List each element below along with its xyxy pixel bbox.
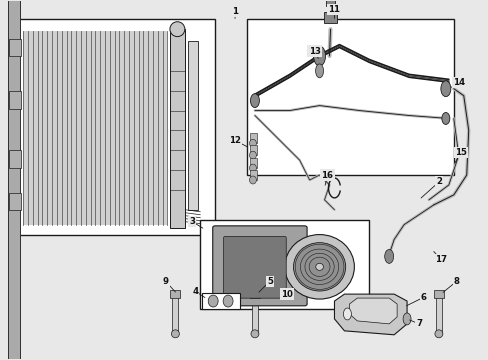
Ellipse shape	[249, 139, 256, 147]
Bar	[23, 31, 167, 225]
Bar	[251, 294, 257, 334]
Text: 16: 16	[321, 171, 333, 180]
Bar	[8, 0, 20, 360]
Bar	[202, 293, 240, 309]
Bar	[249, 145, 256, 155]
Bar	[435, 294, 441, 334]
Text: 5: 5	[266, 277, 272, 286]
Ellipse shape	[293, 243, 345, 291]
Text: 11: 11	[328, 5, 340, 14]
Text: 4: 4	[192, 287, 198, 296]
Polygon shape	[334, 294, 406, 335]
Text: 13: 13	[308, 46, 320, 55]
Bar	[323, 12, 337, 23]
Text: 14: 14	[452, 78, 464, 87]
Ellipse shape	[249, 151, 256, 159]
Bar	[9, 150, 21, 168]
Bar	[13, 19, 215, 235]
Bar	[249, 133, 256, 143]
Bar	[249, 170, 256, 180]
Ellipse shape	[284, 235, 354, 299]
Ellipse shape	[441, 113, 449, 125]
Ellipse shape	[343, 308, 351, 320]
Ellipse shape	[171, 330, 179, 338]
Ellipse shape	[440, 81, 450, 96]
Bar	[172, 294, 178, 334]
Bar	[8, 0, 20, 360]
Bar	[200, 220, 368, 309]
Text: 15: 15	[454, 148, 466, 157]
Text: 9: 9	[162, 277, 168, 286]
Bar	[325, 0, 335, 6]
Bar	[170, 29, 185, 228]
Bar	[249, 158, 256, 168]
Bar	[9, 91, 21, 109]
Bar	[188, 41, 198, 210]
Ellipse shape	[223, 295, 233, 307]
Ellipse shape	[249, 176, 256, 184]
FancyBboxPatch shape	[212, 226, 306, 306]
Ellipse shape	[402, 313, 410, 325]
Text: 8: 8	[453, 277, 459, 286]
Ellipse shape	[208, 295, 218, 307]
Bar	[8, 0, 20, 360]
Bar	[249, 290, 260, 298]
Text: 1: 1	[232, 7, 238, 16]
Ellipse shape	[250, 330, 258, 338]
Text: 6: 6	[420, 293, 426, 302]
Ellipse shape	[315, 263, 323, 270]
Ellipse shape	[313, 46, 325, 66]
Text: 2: 2	[435, 177, 441, 186]
FancyBboxPatch shape	[223, 237, 285, 298]
Ellipse shape	[384, 249, 393, 264]
Text: 12: 12	[228, 136, 241, 145]
Text: 3: 3	[189, 217, 195, 226]
Bar	[433, 290, 443, 298]
Bar	[246, 19, 453, 175]
Text: 10: 10	[280, 289, 292, 298]
Ellipse shape	[249, 164, 256, 172]
Bar	[8, 0, 20, 360]
Text: 7: 7	[415, 319, 421, 328]
Ellipse shape	[169, 22, 184, 37]
Ellipse shape	[434, 330, 442, 338]
Ellipse shape	[315, 64, 323, 78]
Polygon shape	[349, 298, 396, 324]
Bar	[9, 193, 21, 210]
Bar	[9, 39, 21, 56]
Text: 17: 17	[434, 255, 446, 264]
Ellipse shape	[250, 94, 259, 108]
Bar	[170, 290, 180, 298]
